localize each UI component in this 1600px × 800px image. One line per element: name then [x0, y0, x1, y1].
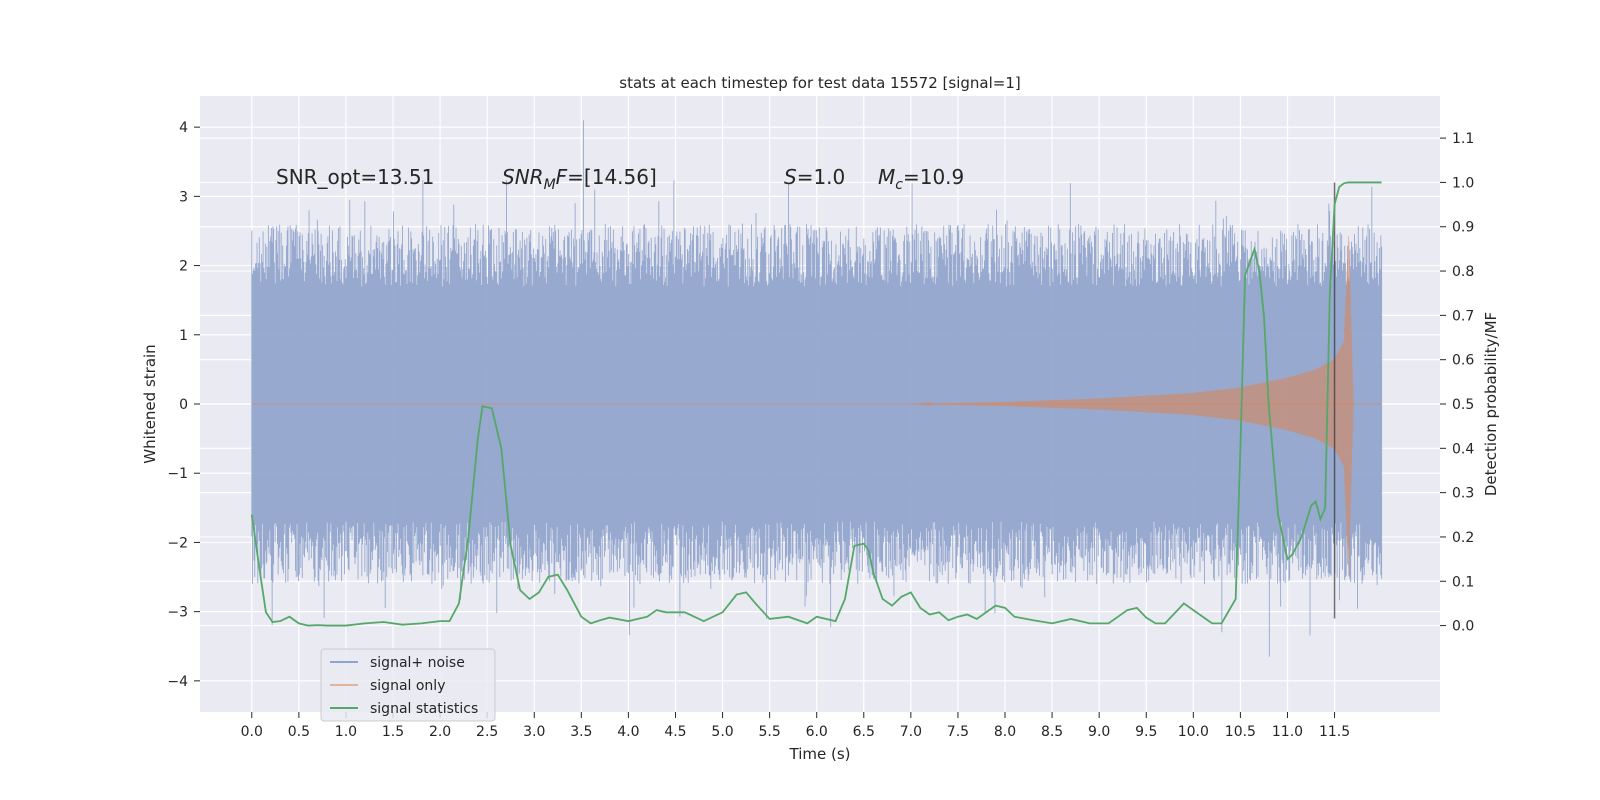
- annotation-snr-mf: SNRMF=[14.56]: [502, 165, 657, 193]
- y-left-tick-label: 1: [179, 328, 188, 344]
- x-tick-label: 2.5: [476, 724, 498, 740]
- x-tick-label: 4.0: [617, 724, 639, 740]
- y-right-tick-label: 0.2: [1452, 530, 1474, 546]
- y-right-tick-label: 0.5: [1452, 397, 1474, 413]
- y-right-tick-label: 0.8: [1452, 264, 1474, 280]
- x-tick-label: 3.5: [570, 724, 592, 740]
- x-tick-label: 7.0: [900, 724, 922, 740]
- annotation-mc: Mc=10.9: [878, 165, 964, 193]
- x-tick-label: 2.0: [429, 724, 451, 740]
- y-left-tick-label: 2: [179, 259, 188, 275]
- annotation-s: S=1.0: [784, 165, 845, 189]
- y-left-tick-label: 4: [179, 120, 188, 136]
- legend-label-stats: signal statistics: [370, 701, 478, 717]
- chart-title: stats at each timestep for test data 155…: [619, 74, 1020, 92]
- y-right-axis-ticks: 1.1 1.0 0.9 0.8 0.7 0.6 0.5 0.4 0.3 0.2 0.1 0.0: [1440, 131, 1474, 635]
- x-tick-label: 1.5: [382, 724, 404, 740]
- x-axis-label: Time (s): [789, 745, 851, 763]
- x-tick-label: 6.5: [853, 724, 875, 740]
- x-tick-label: 10.0: [1178, 724, 1209, 740]
- series-signal-only: [251, 235, 1382, 576]
- y-right-tick-label: 0.3: [1452, 486, 1474, 502]
- legend-label-signal: signal only: [370, 678, 445, 694]
- mc-value: =10.9: [903, 165, 964, 189]
- y-right-tick-label: 0.1: [1452, 574, 1474, 590]
- x-tick-label: 9.5: [1135, 724, 1157, 740]
- x-tick-label: 0.5: [288, 724, 310, 740]
- y-right-tick-label: 0.9: [1452, 220, 1474, 236]
- snr-mf-subscript: M: [544, 177, 556, 193]
- y-left-axis-label: Whitened strain: [141, 344, 159, 463]
- signal-trace: [910, 235, 1354, 576]
- x-tick-label: 8.5: [1041, 724, 1063, 740]
- x-axis-ticks: 0.0 0.5 1.0 1.5 2.0 2.5 3.0 3.5 4.0 4.5 5.0 5.5 6.0 6…: [241, 712, 1350, 740]
- x-tick-label: 5.5: [758, 724, 780, 740]
- s-symbol: S: [784, 165, 797, 189]
- y-right-tick-label: 0.6: [1452, 353, 1474, 369]
- snr-mf-letter: F: [556, 165, 568, 189]
- y-right-axis-label: Detection probability/MF: [1482, 312, 1500, 496]
- x-tick-label: 7.5: [947, 724, 969, 740]
- annotation-snr-opt: SNR_opt=13.51: [276, 165, 434, 189]
- stats-trace: [250, 181, 1382, 627]
- y-right-tick-label: 0.7: [1452, 308, 1474, 324]
- y-left-tick-label: 3: [179, 189, 188, 205]
- x-tick-label: 1.0: [335, 724, 357, 740]
- snr-mf-value: =[14.56]: [567, 165, 657, 189]
- x-tick-label: 5.0: [711, 724, 733, 740]
- y-right-tick-label: 1.0: [1452, 175, 1474, 191]
- mc-subscript: c: [895, 177, 903, 193]
- legend-box: [320, 648, 496, 722]
- legend-label-noise: signal+ noise: [370, 655, 465, 671]
- x-tick-label: 6.0: [806, 724, 828, 740]
- x-tick-label: 9.0: [1088, 724, 1110, 740]
- y-left-tick-label: 0: [179, 397, 188, 413]
- x-tick-label: 11.5: [1319, 724, 1350, 740]
- x-tick-label: 8.0: [994, 724, 1016, 740]
- x-tick-label: 11.0: [1272, 724, 1303, 740]
- legend: signal+ noise signal only signal statist…: [320, 648, 496, 722]
- x-tick-label: 4.5: [664, 724, 686, 740]
- y-left-axis-ticks: 4 3 2 1 0 −1 −2 −3 −4: [167, 120, 200, 690]
- y-right-tick-label: 0.4: [1452, 441, 1474, 457]
- y-right-tick-label: 1.1: [1452, 131, 1474, 147]
- y-right-tick-label: 0.0: [1452, 619, 1474, 635]
- y-left-tick-label: −4: [167, 674, 188, 690]
- mc-symbol: M: [878, 165, 895, 189]
- s-value: =1.0: [797, 165, 846, 189]
- x-tick-label: 10.5: [1225, 724, 1256, 740]
- y-left-tick-label: −2: [167, 535, 188, 551]
- y-left-tick-label: −3: [167, 605, 188, 621]
- x-tick-label: 3.0: [523, 724, 545, 740]
- series-signal-statistics: [250, 181, 1382, 627]
- x-tick-label: 0.0: [241, 724, 263, 740]
- y-left-tick-label: −1: [167, 466, 188, 482]
- snr-mf-symbol: SNR: [502, 165, 544, 189]
